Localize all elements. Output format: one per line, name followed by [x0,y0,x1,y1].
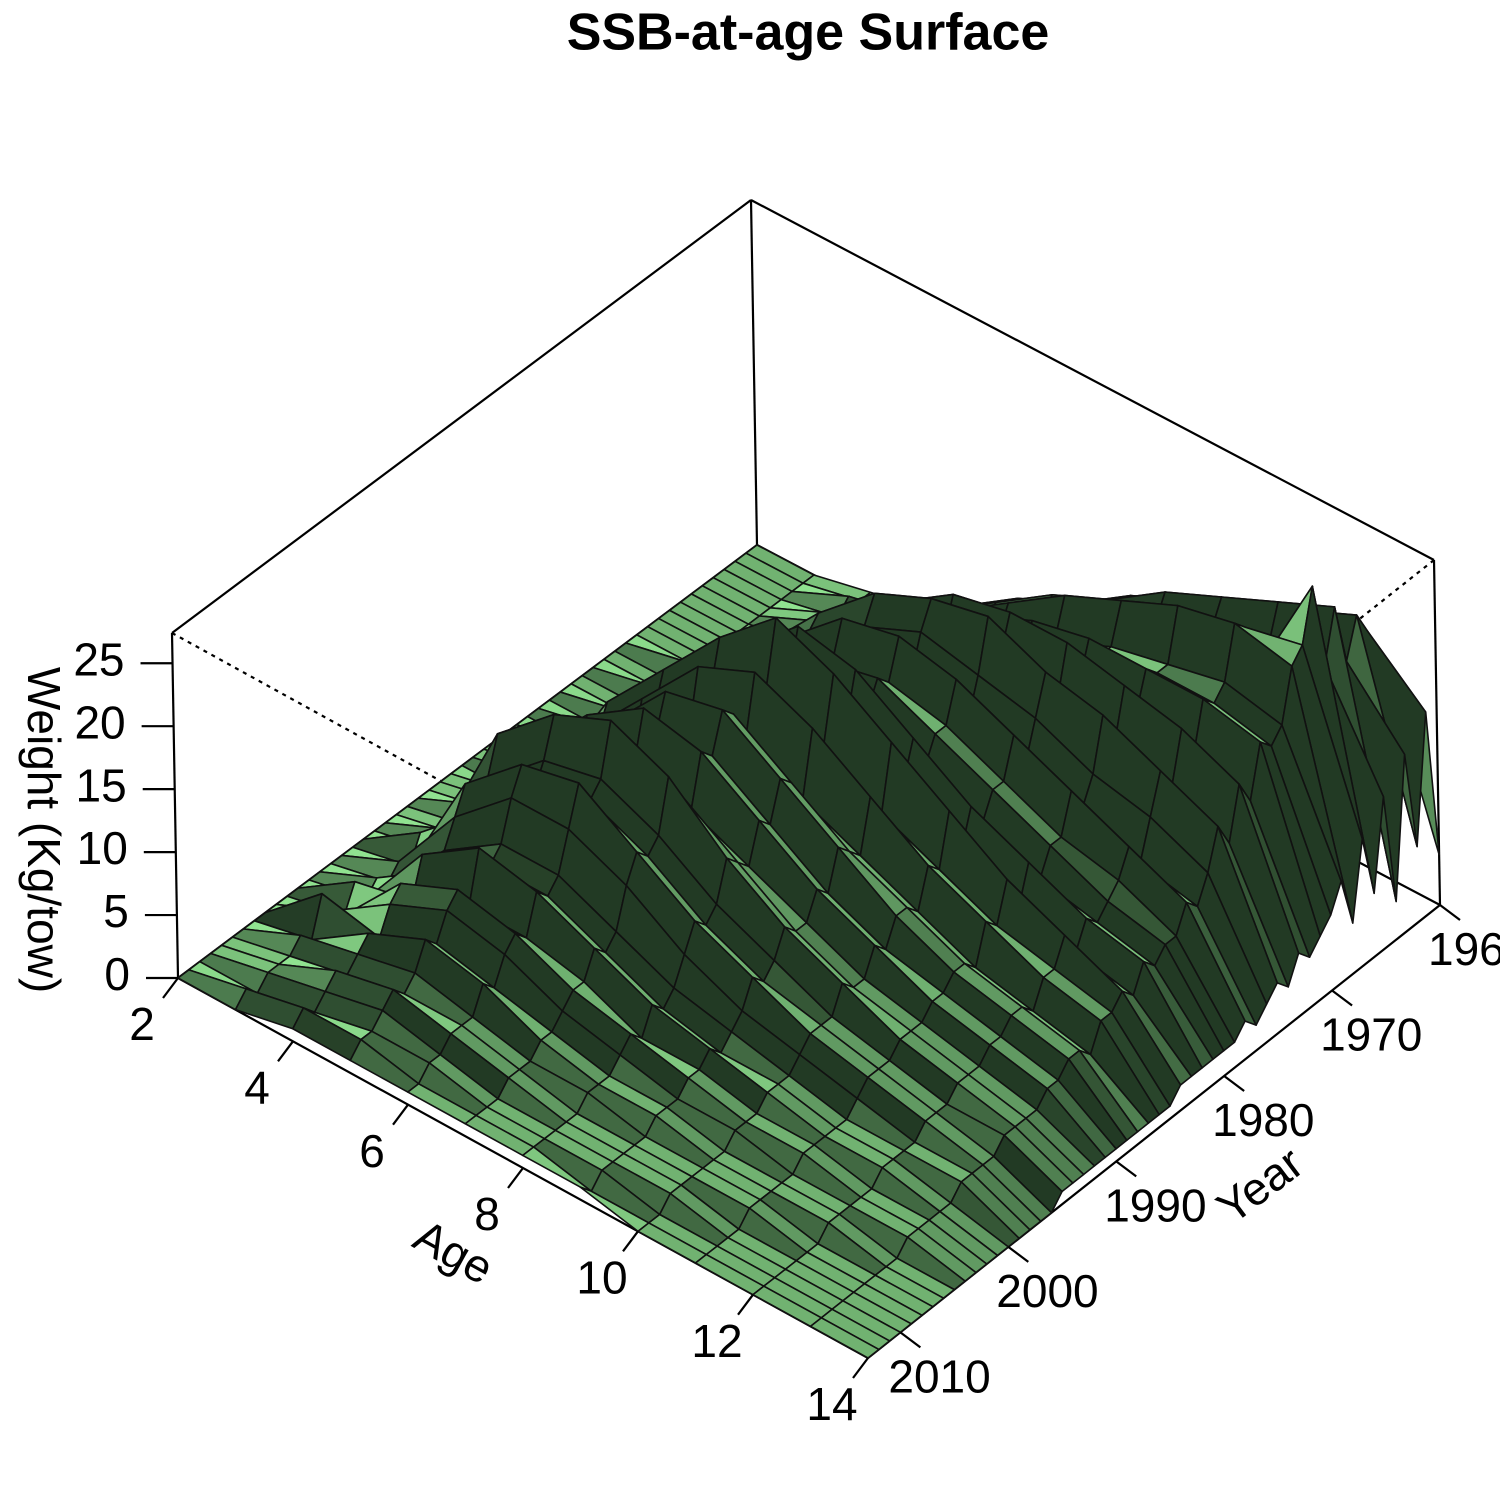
x-tick-label: 4 [244,1061,270,1113]
chart-title: SSB-at-age Surface [567,4,1050,62]
y-tick [1115,1160,1137,1178]
y-tick [1007,1246,1029,1263]
x-tick [852,1357,869,1379]
surface [177,544,1440,1359]
x-tick-label: 2 [129,998,155,1050]
x-tick [392,1104,409,1126]
z-tick-label: 25 [73,633,124,685]
z-tick-label: 10 [77,822,128,874]
y-tick [1439,904,1461,921]
z-tick-label: 5 [103,885,129,937]
z-tick-label: 15 [76,759,127,811]
x-tick-label: 12 [691,1315,742,1367]
x-tick-label: 10 [576,1251,627,1303]
y-tick-label: 2000 [996,1265,1098,1317]
y-tick-label: 1960 [1428,923,1500,975]
x-tick [507,1167,524,1189]
z-axis-title: Weight (Kg/tow) [18,667,70,993]
box-edge [749,199,759,546]
box-edge [171,199,752,634]
x-tick-label: 6 [359,1125,385,1177]
y-tick-label: 2010 [888,1351,990,1403]
y-tick [1331,989,1353,1007]
z-tick-label: 0 [104,948,130,1000]
box-edge [750,199,1435,561]
y-tick [899,1331,922,1349]
x-tick-label: 8 [474,1188,500,1240]
y-tick [1223,1075,1245,1092]
y-tick-label: 1990 [1104,1180,1206,1232]
x-tick [277,1040,294,1062]
y-tick-label: 1980 [1212,1094,1314,1146]
z-tick-label: 20 [74,696,125,748]
x-tick-label: 14 [806,1378,857,1430]
x-tick [622,1230,639,1252]
x-tick [162,977,179,999]
box-edge [170,632,180,979]
y-tick-label: 1970 [1320,1009,1422,1061]
x-tick [737,1294,754,1316]
surface-facet [863,592,933,633]
y-axis-title: Year [1207,1136,1313,1233]
